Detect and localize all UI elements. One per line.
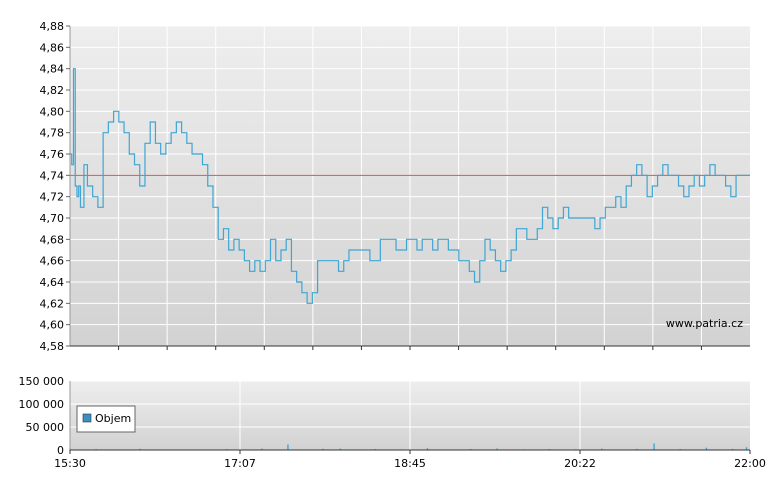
price-y-tick-label: 4,72 <box>40 191 65 204</box>
time-axis-label: 22:00 <box>734 457 766 470</box>
volume-bar <box>261 448 263 450</box>
volume-y-tick-label: 100 000 <box>19 398 65 411</box>
price-y-tick-label: 4,82 <box>40 84 65 97</box>
volume-bar <box>287 444 289 450</box>
volume-bar <box>653 443 655 450</box>
price-y-tick-label: 4,64 <box>40 276 65 289</box>
volume-legend: Objem <box>76 405 136 433</box>
volume-bar <box>745 447 748 450</box>
volume-y-tick-labels: 150 000 100 000 50 000 0 <box>19 375 65 457</box>
price-y-tick-label: 4,58 <box>40 340 65 353</box>
time-axis-label: 18:45 <box>394 457 426 470</box>
time-axis-label: 15:30 <box>54 457 86 470</box>
volume-bar <box>426 448 429 450</box>
volume-bar <box>496 448 498 450</box>
volume-bar <box>705 447 708 450</box>
volume-bar <box>139 448 141 450</box>
price-y-tick-label: 4,88 <box>40 20 65 33</box>
volume-bar <box>731 448 734 450</box>
price-y-tick-label: 4,60 <box>40 319 65 332</box>
time-axis-label: 20:22 <box>564 457 596 470</box>
volume-bar <box>635 448 638 450</box>
price-y-tick-label: 4,62 <box>40 297 65 310</box>
volume-vertical-gridlines <box>239 381 581 450</box>
price-x-tickmarks <box>118 346 702 350</box>
price-y-tick-label: 4,78 <box>40 127 65 140</box>
price-y-tick-label: 4,70 <box>40 212 65 225</box>
price-y-tick-label: 4,68 <box>40 233 65 246</box>
watermark: www.patria.cz <box>666 317 743 330</box>
volume-bar <box>322 448 324 450</box>
price-y-tick-label: 4,86 <box>40 41 65 54</box>
price-y-tick-label: 4,76 <box>40 148 65 161</box>
volume-y-tick-label: 150 000 <box>19 375 65 388</box>
price-y-tick-label: 4,74 <box>40 169 65 182</box>
volume-x-tickmarks <box>69 450 751 454</box>
volume-bar <box>339 448 341 450</box>
time-axis-labels: 15:30 17:07 18:45 20:22 22:00 <box>54 457 766 470</box>
price-y-tick-labels: 4,88 4,86 4,84 4,82 4,80 4,78 4,76 4,74 4,72 4,70… <box>40 20 70 353</box>
volume-y-tick-label: 50 000 <box>26 421 65 434</box>
volume-y-tick-label: 0 <box>57 444 64 457</box>
legend-label: Objem <box>95 412 131 425</box>
price-y-tick-label: 4,84 <box>40 63 65 76</box>
price-y-tick-label: 4,66 <box>40 255 65 268</box>
time-axis-label: 17:07 <box>224 457 256 470</box>
price-series-line <box>70 68 750 304</box>
price-y-tick-label: 4,80 <box>40 105 65 118</box>
legend-swatch <box>82 413 92 423</box>
volume-bar <box>601 448 603 450</box>
